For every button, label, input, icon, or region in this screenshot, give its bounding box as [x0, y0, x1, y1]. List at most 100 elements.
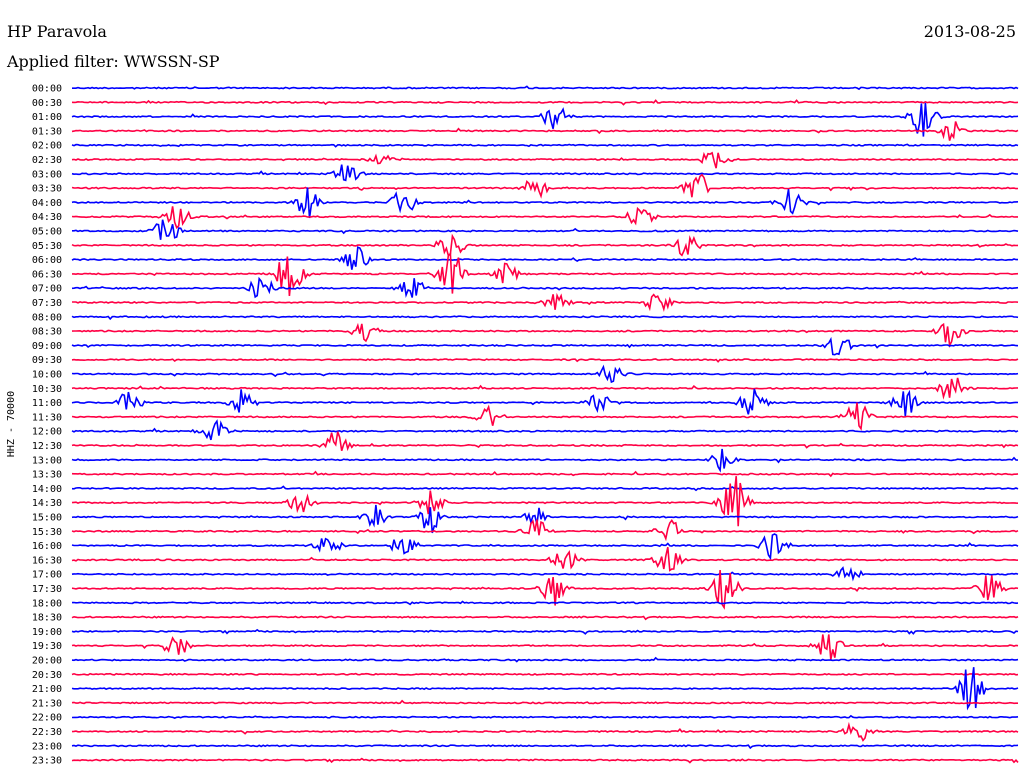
trace-line — [71, 102, 1019, 137]
row-time-label: 04:30 — [32, 212, 62, 223]
trace-line — [71, 388, 1019, 417]
trace-line — [71, 672, 1019, 676]
date-label: 2013-08-25 — [923, 22, 1016, 41]
trace-line — [71, 402, 1019, 431]
row-time-label: 01:30 — [32, 126, 62, 137]
trace-line — [71, 336, 1019, 356]
trace-line — [71, 448, 1019, 473]
trace-line — [71, 246, 1018, 270]
row-time-label: 09:00 — [32, 341, 62, 352]
trace-line — [71, 187, 1019, 219]
row-time-label: 14:00 — [32, 484, 62, 495]
trace-line — [71, 364, 1019, 384]
row-time-label: 14:30 — [32, 498, 62, 509]
trace-line — [71, 357, 1019, 363]
trace-line — [71, 757, 1019, 764]
trace-line — [71, 206, 1018, 229]
row-time-label: 22:00 — [32, 713, 62, 724]
row-time-label: 03:00 — [32, 169, 62, 180]
row-time-label: 07:00 — [32, 284, 62, 295]
row-time-label: 01:00 — [32, 112, 62, 123]
trace-line — [71, 233, 1019, 258]
trace-line — [71, 276, 1019, 299]
trace-line — [71, 628, 1019, 635]
traces — [71, 85, 1019, 764]
trace-line — [71, 377, 1019, 400]
trace-line — [71, 504, 1019, 534]
row-time-label: 11:00 — [32, 398, 62, 409]
row-time-label: 02:00 — [32, 141, 62, 152]
trace-line — [71, 714, 1019, 719]
row-time-label: 09:30 — [32, 355, 62, 366]
row-time-label: 05:30 — [32, 241, 62, 252]
row-time-label: 10:00 — [32, 370, 62, 381]
row-time-label: 18:30 — [32, 613, 62, 624]
row-time-label: 17:00 — [32, 570, 62, 581]
row-time-label: 11:30 — [32, 412, 62, 423]
row-time-label: 15:00 — [32, 513, 62, 524]
row-time-label: 10:30 — [32, 384, 62, 395]
row-time-label: 00:30 — [32, 98, 62, 109]
station-title: HP Paravola — [7, 22, 107, 41]
row-time-label: 08:30 — [32, 327, 62, 338]
trace-line — [71, 151, 1018, 169]
trace-line — [71, 547, 1019, 572]
row-time-label: 06:00 — [32, 255, 62, 266]
row-time-label: 08:00 — [32, 312, 62, 323]
row-time-label: 16:30 — [32, 555, 62, 566]
trace-line — [71, 485, 1019, 492]
trace-line — [71, 315, 1019, 321]
trace-line — [71, 419, 1019, 441]
row-time-label: 23:30 — [32, 756, 62, 767]
trace-line — [71, 164, 1019, 182]
trace-line — [71, 667, 1019, 711]
row-time-label: 16:00 — [32, 541, 62, 552]
trace-line — [71, 173, 1019, 199]
trace-line — [72, 219, 1019, 240]
trace-line — [71, 744, 1019, 750]
row-time-label: 22:30 — [32, 727, 62, 738]
trace-line — [71, 533, 1019, 561]
row-time-label: 23:00 — [32, 741, 62, 752]
row-time-label: 20:30 — [32, 670, 62, 681]
row-time-label: 18:00 — [32, 598, 62, 609]
row-time-label: 19:30 — [32, 641, 62, 652]
y-axis-label: HHZ - 70000 — [6, 391, 17, 457]
row-time-label: 03:30 — [32, 184, 62, 195]
trace-line — [71, 615, 1019, 621]
trace-line — [71, 566, 1019, 582]
trace-line — [71, 322, 1019, 348]
trace-line — [72, 85, 1019, 91]
trace-line — [72, 292, 1019, 313]
trace-line — [71, 121, 1019, 141]
row-time-label: 00:00 — [32, 84, 62, 95]
trace-line — [71, 143, 1019, 148]
trace-line — [71, 99, 1019, 106]
row-time-label: 19:00 — [32, 627, 62, 638]
row-time-label: 06:30 — [32, 269, 62, 280]
row-time-label: 20:00 — [32, 656, 62, 667]
trace-line — [71, 721, 1019, 742]
trace-line — [71, 656, 1019, 663]
trace-line — [71, 634, 1019, 660]
row-time-label: 13:00 — [32, 455, 62, 466]
trace-line — [71, 431, 1019, 452]
row-time-label: 15:30 — [32, 527, 62, 538]
row-time-label: 21:30 — [32, 698, 62, 709]
row-time-label: 05:00 — [32, 227, 62, 238]
filter-label: Applied filter: WWSSN-SP — [7, 52, 220, 71]
row-time-label: 07:30 — [32, 298, 62, 309]
trace-line — [71, 570, 1019, 610]
trace-line — [71, 600, 1019, 606]
row-time-label: 04:00 — [32, 198, 62, 209]
row-time-label: 02:30 — [32, 155, 62, 166]
row-time-label: 21:00 — [32, 684, 62, 695]
trace-line — [71, 699, 1018, 705]
row-labels: 00:00 00:30 01:00 01:30 02:00 02:30 03:00 03:30… — [32, 84, 62, 767]
trace-line — [71, 476, 1019, 527]
row-time-label: 12:30 — [32, 441, 62, 452]
row-time-label: 12:00 — [32, 427, 62, 438]
trace-line — [71, 518, 1019, 542]
trace-line — [71, 470, 1019, 478]
